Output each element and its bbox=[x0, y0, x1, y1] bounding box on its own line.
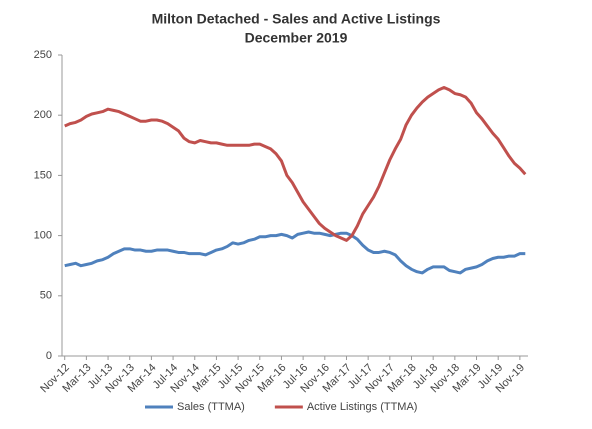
y-tick-label: 50 bbox=[40, 290, 52, 302]
series-line bbox=[64, 230, 526, 275]
y-tick-label: 200 bbox=[34, 109, 52, 121]
series-line bbox=[64, 86, 527, 242]
y-tick-label: 0 bbox=[46, 350, 52, 362]
legend-label: Active Listings (TTMA) bbox=[307, 401, 418, 413]
y-tick-label: 100 bbox=[34, 230, 52, 242]
chart-title: Milton Detached - Sales and Active Listi… bbox=[152, 11, 441, 27]
legend-label: Sales (TTMA) bbox=[177, 401, 245, 413]
y-tick-label: 250 bbox=[34, 49, 52, 61]
chart-subtitle: December 2019 bbox=[245, 30, 348, 46]
y-tick-label: 150 bbox=[34, 169, 52, 181]
